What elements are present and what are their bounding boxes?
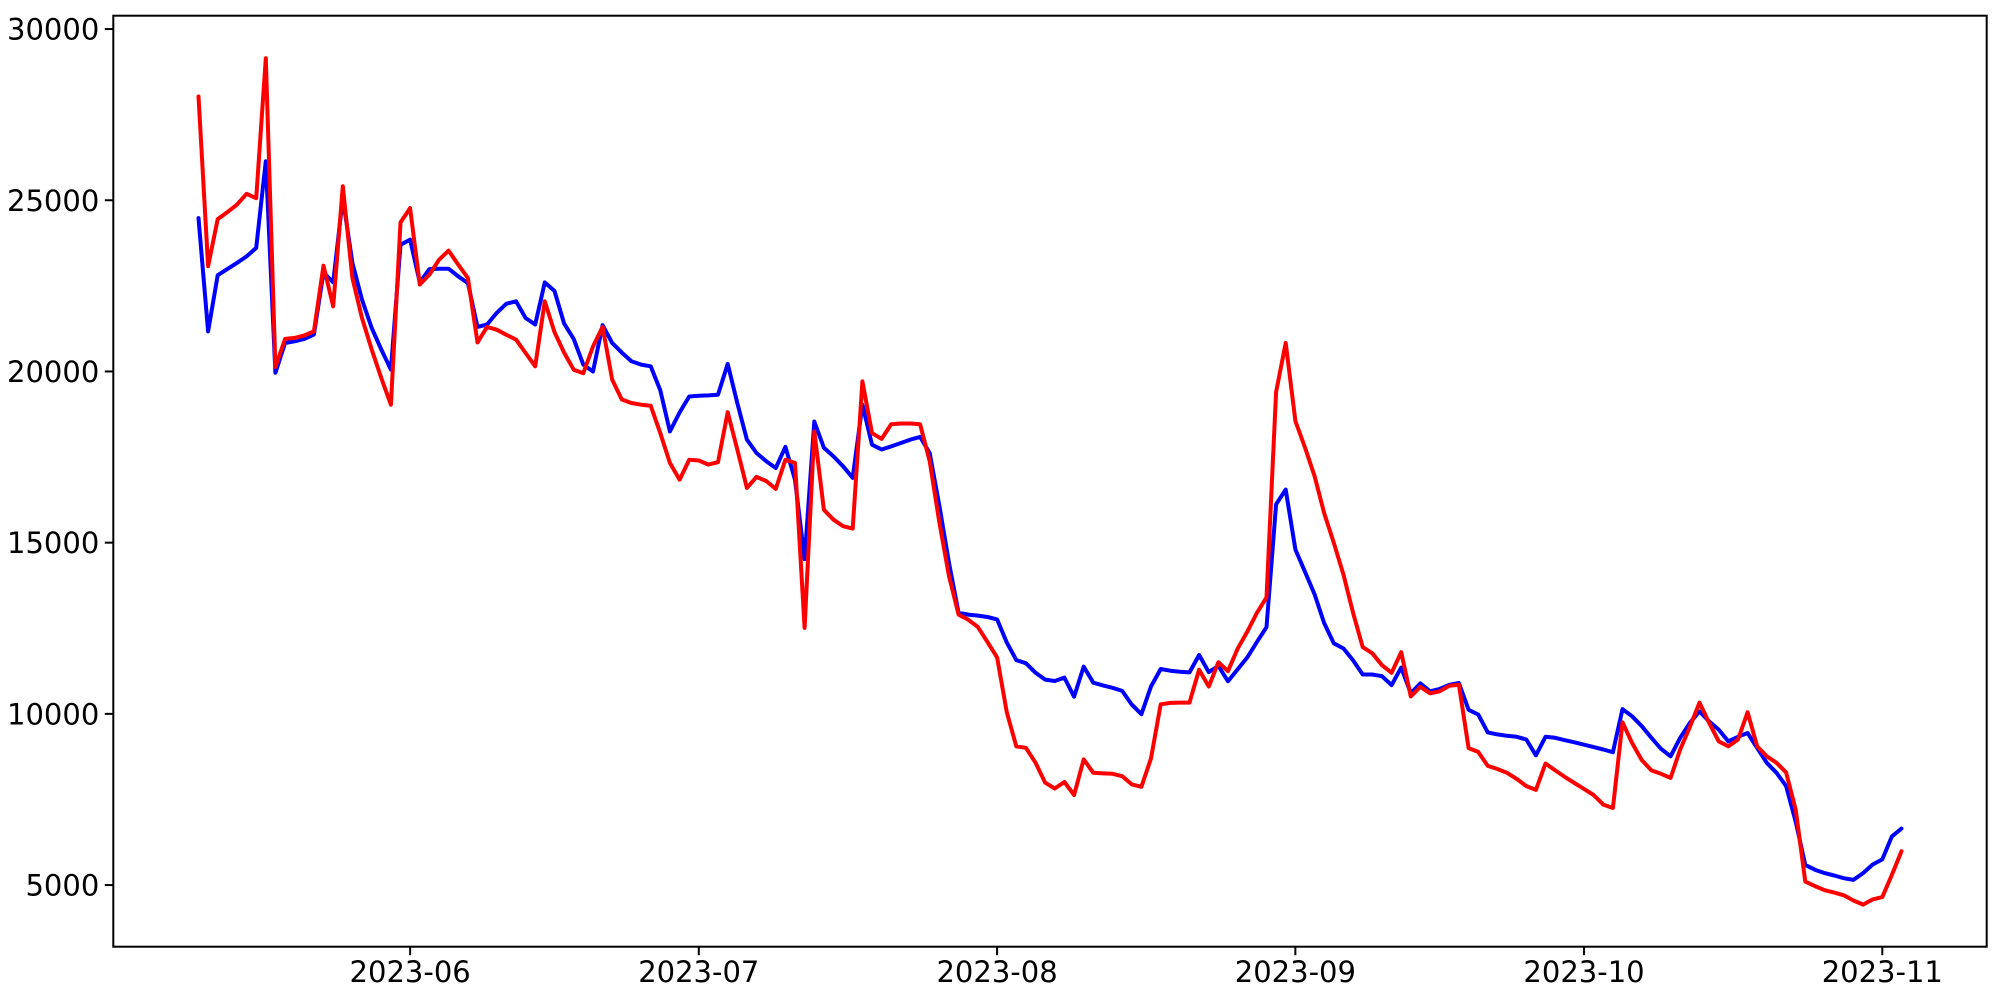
x-tick-label: 2023-09 [1235, 955, 1356, 989]
y-tick-label: 25000 [7, 184, 99, 218]
x-tick-label: 2023-06 [350, 955, 471, 989]
x-tick-label: 2023-07 [638, 955, 759, 989]
x-tick-label: 2023-11 [1822, 955, 1943, 989]
y-tick-label: 10000 [7, 697, 99, 731]
y-tick-label: 20000 [7, 355, 99, 389]
y-tick-label: 30000 [7, 13, 99, 47]
blue-line-series [196, 159, 1904, 882]
x-tick-label: 2023-08 [936, 955, 1057, 989]
plot-frame [112, 14, 1988, 948]
x-tick-label: 2023-10 [1523, 955, 1644, 989]
y-tick-label: 5000 [25, 869, 99, 903]
red-line-series [196, 56, 1904, 907]
y-tick-label: 15000 [7, 526, 99, 560]
